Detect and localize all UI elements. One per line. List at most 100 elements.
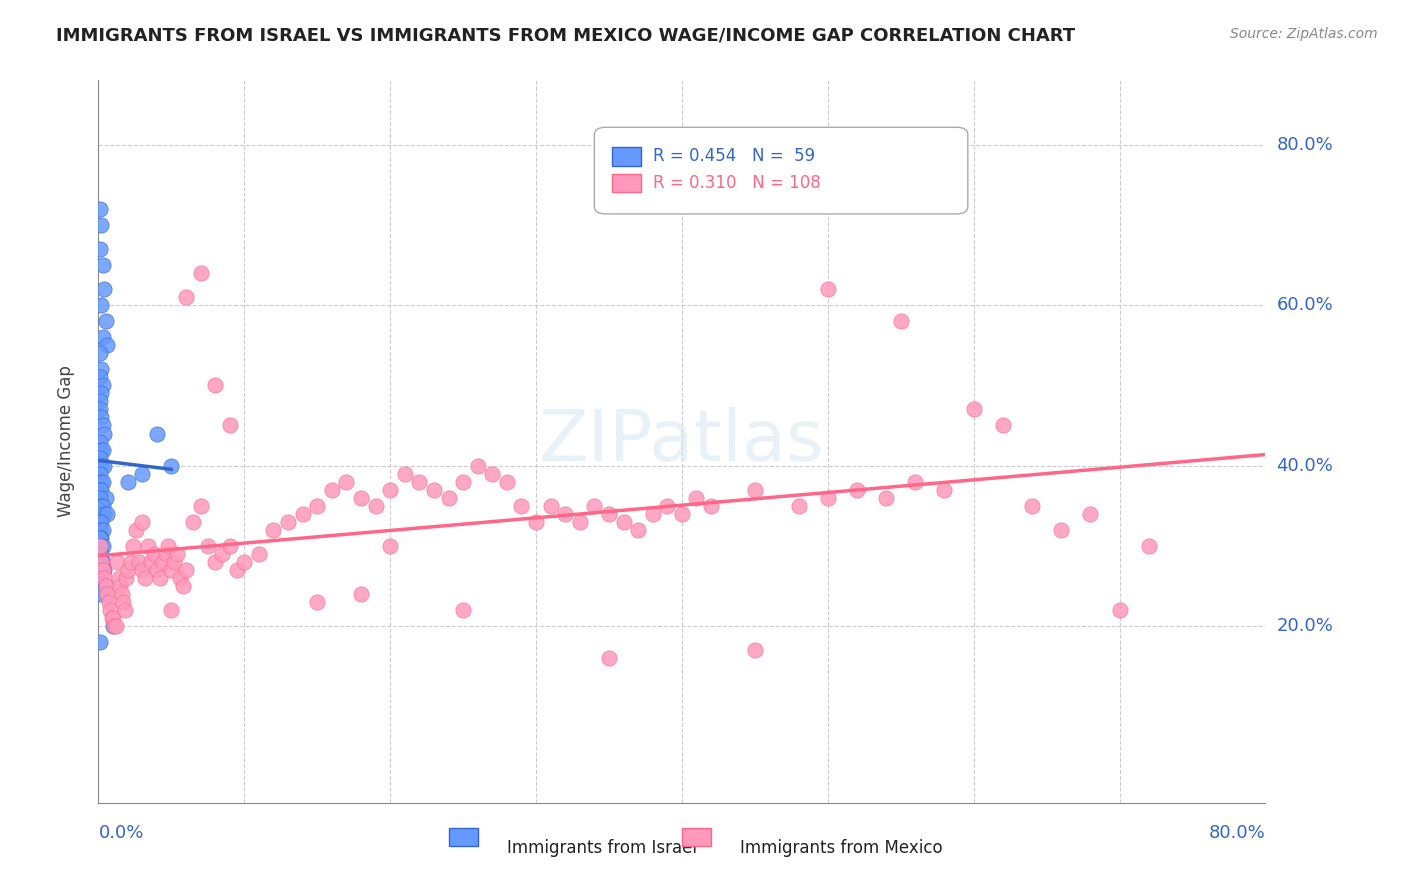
Text: R = 0.310   N = 108: R = 0.310 N = 108 [652,174,821,192]
Point [174,563,197,577]
Point [598,651,620,665]
Point [510,499,533,513]
Point [875,491,897,505]
Point [96,507,118,521]
Point [89,571,111,585]
Text: IMMIGRANTS FROM ISRAEL VS IMMIGRANTS FROM MEXICO WAGE/INCOME GAP CORRELATION CHA: IMMIGRANTS FROM ISRAEL VS IMMIGRANTS FRO… [56,27,1076,45]
Point [96,338,118,352]
Point [91,330,114,344]
Point [89,202,111,216]
Point [90,458,112,473]
Point [181,515,204,529]
Point [598,507,620,521]
Point [93,507,115,521]
Point [110,579,132,593]
Point [657,499,679,513]
Point [90,515,112,529]
Point [962,402,984,417]
Point [226,563,249,577]
Point [146,426,169,441]
Point [146,563,169,577]
Text: ZIPatlas: ZIPatlas [538,407,825,476]
Point [90,386,112,401]
Point [149,571,172,585]
Point [103,619,125,633]
Point [89,402,111,417]
Point [744,483,766,497]
Point [540,499,562,513]
Point [90,499,112,513]
Point [160,603,183,617]
Text: 40.0%: 40.0% [1277,457,1333,475]
Point [101,619,124,633]
Point [169,571,191,585]
Point [120,555,142,569]
Point [380,539,402,553]
Point [97,595,120,609]
Text: 80.0%: 80.0% [1209,823,1265,841]
Point [991,418,1014,433]
Point [787,499,810,513]
Point [100,611,122,625]
Point [233,555,256,569]
Point [90,563,112,577]
Point [437,491,460,505]
Text: 0.0%: 0.0% [98,823,143,841]
Point [211,547,233,561]
Point [307,595,329,609]
Point [91,539,114,553]
Point [163,555,186,569]
Point [277,515,299,529]
Point [218,539,240,553]
Point [846,483,869,497]
Point [89,394,111,409]
Point [90,410,112,425]
Point [160,458,183,473]
Point [204,555,226,569]
Point [93,563,115,577]
Point [89,483,111,497]
Point [321,483,343,497]
Point [583,499,606,513]
Point [90,475,112,489]
Point [155,547,177,561]
Point [890,314,912,328]
Point [817,491,839,505]
Point [89,370,111,384]
Point [408,475,430,489]
Point [524,515,547,529]
Text: R = 0.454   N =  59: R = 0.454 N = 59 [652,147,815,165]
Point [114,603,136,617]
Point [423,483,446,497]
Point [218,418,240,433]
Point [89,467,111,481]
Point [142,547,165,561]
Point [641,507,664,521]
Point [91,258,114,272]
Point [744,643,766,657]
Point [671,507,693,521]
Point [817,282,839,296]
Point [93,426,115,441]
Point [98,603,121,617]
Point [685,491,707,505]
Point [101,611,124,625]
Point [190,499,212,513]
Point [105,555,128,569]
Text: Immigrants from Israel: Immigrants from Israel [508,838,697,857]
Point [1137,539,1160,553]
Point [612,515,634,529]
Point [934,483,956,497]
Point [568,515,591,529]
Point [364,499,387,513]
Point [91,523,114,537]
Point [108,571,131,585]
Point [89,491,111,505]
Point [139,555,162,569]
Point [94,314,117,328]
Point [112,595,135,609]
Point [89,346,111,360]
Point [152,555,174,569]
Point [451,475,474,489]
Point [1108,603,1130,617]
